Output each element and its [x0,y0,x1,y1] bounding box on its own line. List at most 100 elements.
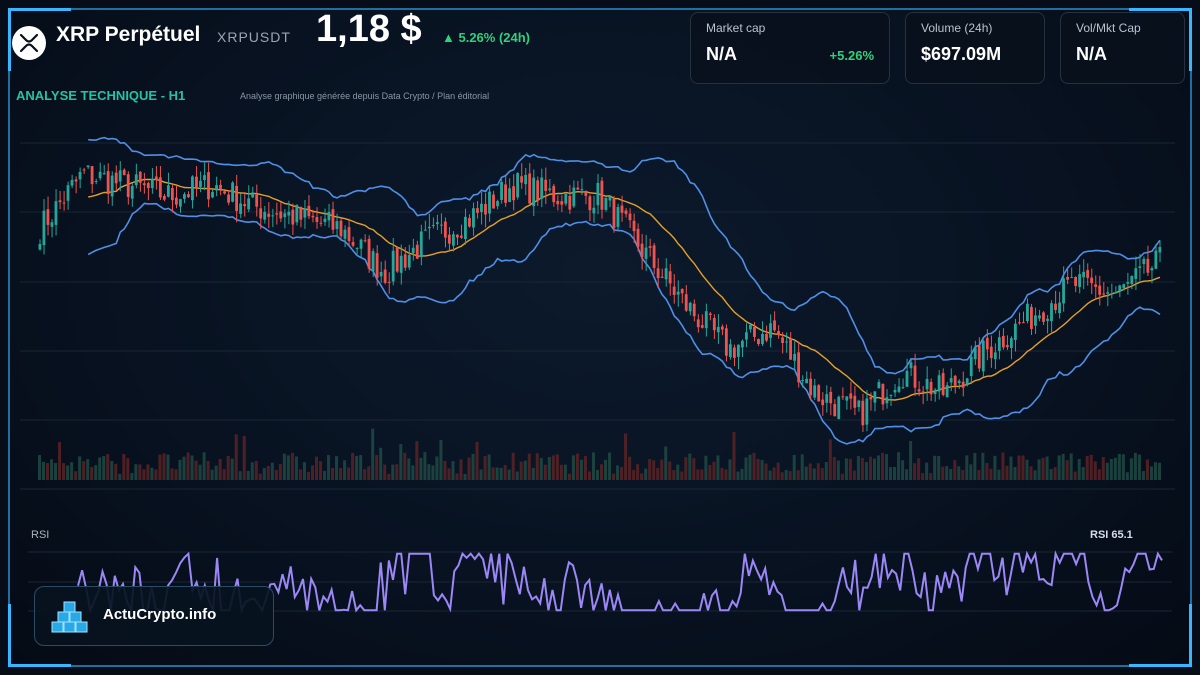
candle-body [1042,312,1045,322]
volume-bar [383,464,387,480]
volume-bar [1125,472,1129,480]
volume-bar [142,469,146,480]
candle-body [295,204,299,223]
candle-body [1022,322,1025,324]
volume-bar [262,468,266,480]
volume-bar [38,454,42,480]
volume-bar [1061,453,1065,480]
volume-bar [419,457,423,480]
volume-bar [893,467,897,480]
analysis-title: ANALYSE TECHNIQUE - H1 [16,88,186,103]
candle-body [937,375,941,392]
volume-bar [439,439,443,480]
candle-body [267,213,271,217]
volume-bar [515,471,519,480]
candle-body [419,231,423,258]
volume-bar [66,465,70,480]
volume-bar [58,442,62,480]
volume-bar [507,469,511,480]
volume-bar [957,466,961,480]
candle-body [660,276,664,278]
volume-bar [600,464,604,480]
candle-body [211,191,214,198]
volume-bar [1017,455,1021,480]
volume-bar [624,433,628,480]
candle-body [985,337,989,350]
current-price: 1,18 $ [316,8,422,50]
candle-body [110,175,114,197]
volume-bar [917,458,921,480]
candle-body [1050,303,1053,322]
candle-body [628,213,632,221]
volume-bar [242,435,246,480]
volume-bar [98,457,102,480]
volume-bar [1037,459,1041,480]
candle-body [929,381,933,395]
candle-body [761,334,764,344]
volume-bar [443,460,447,480]
candle-body [897,386,901,392]
bollinger-upper-line [88,136,1161,375]
candle-body [853,395,857,408]
candle-body [672,286,676,295]
candle-body [973,347,977,360]
frame-corner [1129,604,1192,667]
volume-bar [226,455,230,480]
candle-body [1150,268,1154,271]
candle-body [773,320,776,331]
candle-body [411,247,415,253]
candle-body [1086,270,1090,278]
candle-body [50,222,54,227]
candle-body [817,385,821,402]
volume-bar [335,456,339,480]
volume-bar [511,452,515,480]
volume-bar [648,459,652,480]
volume-bar [46,463,50,480]
candle-body [195,176,198,188]
candle-body [680,288,684,294]
volume-bar [270,462,274,480]
candle-body [1001,335,1005,348]
candle-body [90,166,94,185]
volume-bar [1137,454,1141,480]
cubes-icon [51,600,89,639]
candle-body [512,186,515,201]
candle-body [423,229,427,231]
volume-bar [692,458,696,480]
volume-bar [832,457,836,480]
xrp-logo-icon [12,26,46,60]
volume-bar [973,452,977,480]
candle-body [464,216,467,240]
volume-bar [616,465,620,480]
candle-body [435,222,439,225]
volume-bar [122,453,126,480]
volume-bar [941,466,945,480]
volume-bar [379,447,383,480]
volume-bar [1009,456,1013,480]
candle-body [861,400,865,426]
volume-bar [371,428,375,480]
candle-body [239,203,243,214]
volume-bar [953,460,957,480]
volume-bar [728,459,732,480]
candle-body [460,235,463,238]
volume-bar [684,457,688,480]
volume-bar [756,458,760,480]
candle-body [572,187,576,207]
volume-bar [720,467,724,480]
candle-body [359,239,363,249]
candle-body [179,199,182,207]
volume-bar [114,463,118,480]
volume-bar [118,473,122,480]
volume-bar [451,461,455,480]
volume-bar [1049,469,1053,480]
candle-body [528,173,532,204]
volume-bar [965,455,969,480]
candle-body [504,184,507,203]
volume-bar [274,469,278,480]
candle-body [865,398,869,425]
volume-bar [1069,453,1073,480]
candle-body [1138,266,1142,268]
volume-bar [323,470,327,480]
candle-body [1130,276,1134,285]
